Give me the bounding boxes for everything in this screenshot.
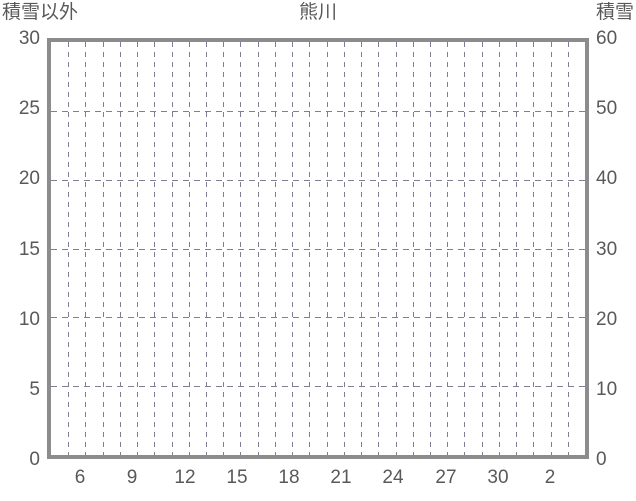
x-axis-tick-label: 27 <box>435 467 457 488</box>
y-axis-left-tick-label: 0 <box>29 449 40 470</box>
y-axis-right-tick-label: 60 <box>596 28 618 49</box>
y-axis-left-tick-label: 15 <box>18 238 40 260</box>
y-axis-left-tick-label: 30 <box>18 28 40 49</box>
y-axis-right-tick-label: 30 <box>596 238 618 260</box>
x-axis-tick-label: 15 <box>226 467 248 488</box>
y-axis-right-tick-label: 10 <box>596 378 618 400</box>
x-axis-tick-label: 12 <box>174 467 196 488</box>
x-axis-tick-label: 6 <box>74 467 86 488</box>
y-axis-left-tick-label: 10 <box>18 308 40 330</box>
x-axis-tick-label: 24 <box>382 467 404 488</box>
x-axis-tick-label: 21 <box>330 467 352 488</box>
y-axis-right-tick-label: 40 <box>596 168 618 190</box>
gridlines <box>51 42 585 455</box>
y-axis-left-tick-label: 20 <box>18 168 40 190</box>
x-axis-tick-label: 18 <box>278 467 300 488</box>
x-axis-tick-label: 30 <box>487 467 509 488</box>
y-axis-right-tick-label: 50 <box>596 98 618 120</box>
y-axis-right-tick-label: 20 <box>596 308 618 330</box>
chart-title: 熊川 <box>298 2 337 23</box>
plot-area <box>47 38 589 459</box>
left-axis-title: 積雪以外 <box>2 2 79 23</box>
x-axis-tick-label: 2 <box>544 467 556 488</box>
y-axis-right-tick-label: 0 <box>596 449 607 470</box>
x-axis-tick-label: 9 <box>126 467 138 488</box>
y-axis-left-tick-label: 25 <box>18 98 40 120</box>
y-axis-left-tick-label: 5 <box>29 378 40 400</box>
right-axis-title: 積雪 <box>595 2 634 23</box>
plot-inner <box>51 42 585 455</box>
